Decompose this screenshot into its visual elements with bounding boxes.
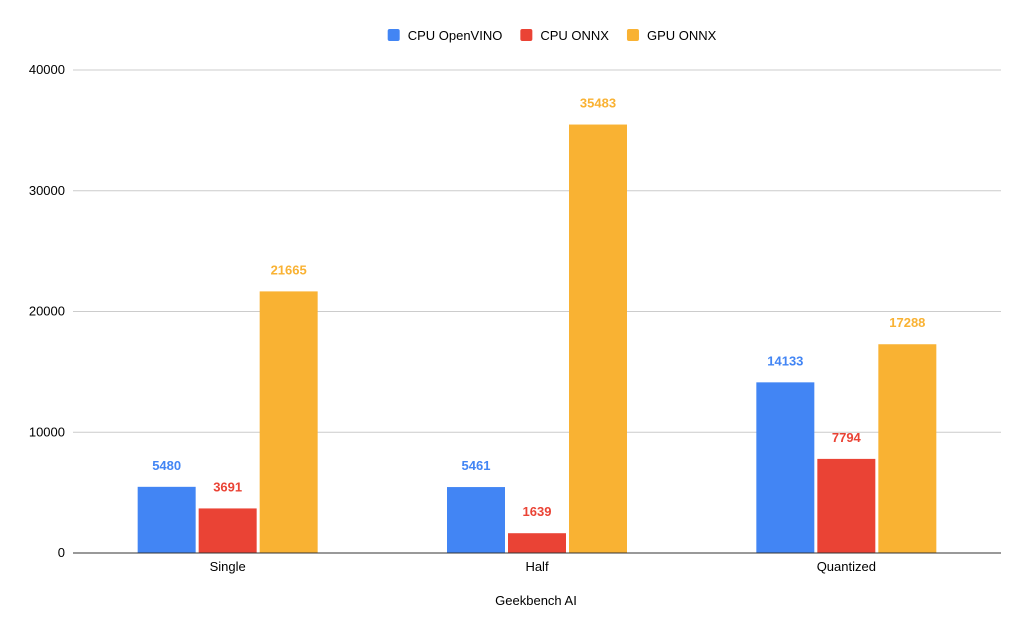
data-labels: 5480 3691 21665 5461 1639 35483 14133 7794 17288 [152,96,925,520]
x-axis-title: Geekbench AI [495,593,577,608]
legend-item: CPU ONNX [520,28,609,43]
data-label: 35483 [580,96,616,111]
data-label: 17288 [889,315,925,330]
legend-label: CPU OpenVINO [408,28,503,43]
y-tick-label: 30000 [29,183,65,198]
bar [508,533,566,553]
legend-label: GPU ONNX [647,28,717,43]
bar [817,458,876,553]
legend-swatch [520,29,533,41]
legend-swatch [626,29,639,41]
data-label: 5480 [152,458,181,473]
data-label: 3691 [213,479,242,494]
y-tick-label: 20000 [29,304,65,319]
data-label: 5461 [462,458,491,473]
legend-label: CPU ONNX [540,28,609,43]
data-label: 21665 [271,262,307,277]
legend: CPU OpenVINO CPU ONNX GPU ONNX [387,28,717,43]
x-axis-ticks: Single Half Quantized [210,559,876,574]
legend-swatch [387,29,400,41]
bar [447,487,505,553]
bar [137,486,196,553]
y-tick-label: 0 [58,545,65,560]
data-label: 1639 [523,504,552,519]
y-axis-ticks: 0 10000 20000 30000 40000 [29,62,65,560]
bars [137,124,937,553]
legend-item: GPU ONNX [626,28,717,43]
x-tick-label: Quantized [817,559,876,574]
bar [198,508,257,553]
gridlines [73,69,1001,433]
bar [878,344,937,553]
y-tick-label: 10000 [29,424,65,439]
data-label: 7794 [832,430,862,445]
legend-item: CPU OpenVINO [387,28,503,43]
y-tick-label: 40000 [29,62,65,77]
bar [756,382,815,553]
x-tick-label: Half [525,559,549,574]
bar [569,124,627,553]
x-tick-label: Single [210,559,246,574]
data-label: 14133 [767,353,803,368]
bar [259,291,318,553]
